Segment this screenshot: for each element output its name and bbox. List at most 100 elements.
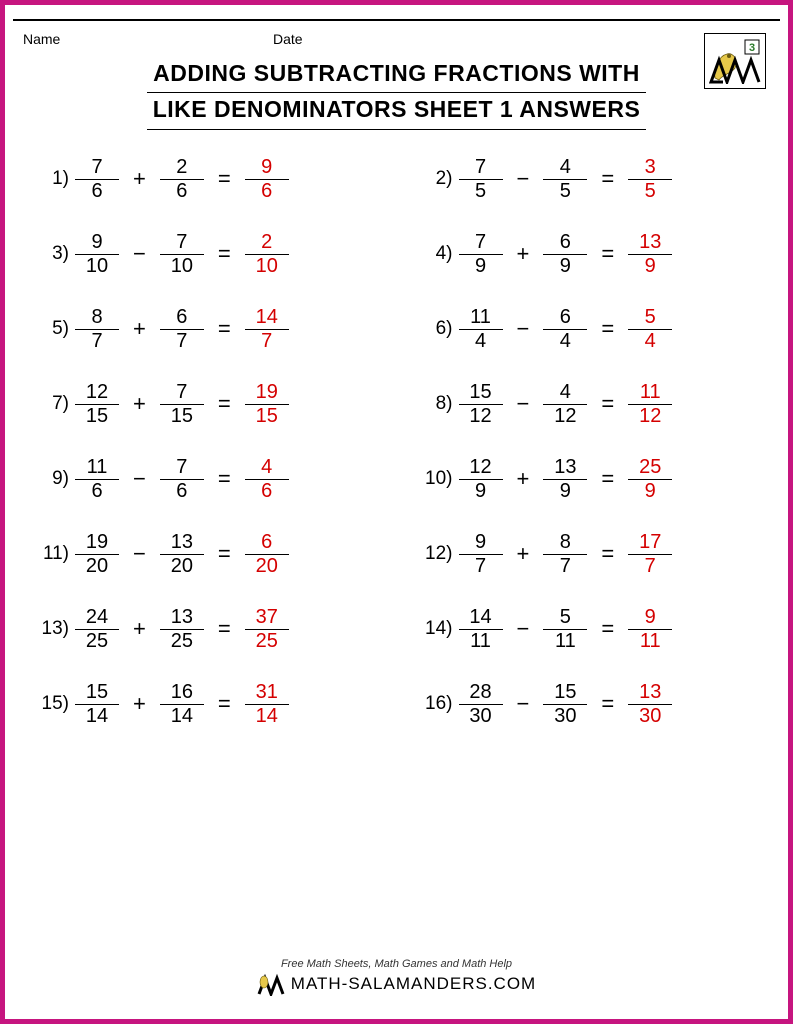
answer-numerator: 37 [250,606,284,629]
operand-a-denominator: 15 [80,405,114,428]
operand-b-denominator: 6 [170,180,193,203]
answer-denominator: 11 [634,630,667,653]
operand-a-fraction: 87 [75,306,119,353]
problem-number: 15) [33,693,75,715]
answer-denominator: 15 [250,405,284,428]
answer-numerator: 6 [255,531,278,554]
problem: 15)1514+1614=3114 [33,681,377,728]
worksheet-frame: Name Date 3 ADDING SUBTRACTING FRACTIONS… [0,0,793,1024]
answer-denominator: 10 [250,255,284,278]
operand-b-denominator: 10 [165,255,199,278]
answer-numerator: 9 [255,156,278,179]
problems-grid: 1)76+26=962)75−45=353)910−710=2104)79+69… [13,148,780,728]
answer-fraction: 35 [628,156,672,203]
problem-row: 5)87+67=1476)114−64=54 [33,306,760,353]
operand-a-numerator: 11 [81,456,114,479]
operand-b-fraction: 87 [543,531,587,578]
grade-badge: 3 [704,33,766,89]
answer-fraction: 3114 [245,681,289,728]
problem-number: 12) [417,543,459,565]
operand-b-fraction: 69 [543,231,587,278]
operand-b-denominator: 4 [554,330,577,353]
equals-sign: = [204,541,245,567]
equals-sign: = [587,316,628,342]
operand-a-fraction: 1411 [459,606,503,653]
operand-b-denominator: 14 [165,705,199,728]
date-label: Date [273,31,770,47]
operand-a-denominator: 9 [469,480,492,503]
operand-b-denominator: 12 [548,405,582,428]
equals-sign: = [204,241,245,267]
answer-fraction: 620 [245,531,289,578]
operand-b-numerator: 8 [554,531,577,554]
answer-denominator: 6 [255,480,278,503]
answer-fraction: 177 [628,531,672,578]
operand-b-fraction: 715 [160,381,204,428]
footer-logo: MATH-SALAMANDERS.COM [257,972,536,996]
answer-denominator: 25 [250,630,284,653]
answer-fraction: 210 [245,231,289,278]
operand-b-denominator: 7 [554,555,577,578]
operand-a-denominator: 7 [469,555,492,578]
operand-b-denominator: 9 [554,480,577,503]
operator: − [503,166,544,192]
problem: 2)75−45=35 [417,156,761,203]
operand-a-denominator: 7 [85,330,108,353]
problem: 14)1411−511=911 [417,606,761,653]
operand-a-numerator: 12 [463,456,497,479]
answer-numerator: 4 [255,456,278,479]
operand-a-denominator: 20 [80,555,114,578]
operator: + [503,541,544,567]
operator: + [119,616,160,642]
operator: − [503,391,544,417]
answer-numerator: 11 [634,381,667,404]
operand-a-fraction: 129 [459,456,503,503]
equals-sign: = [587,541,628,567]
top-rule [13,19,780,21]
operand-b-denominator: 30 [548,705,582,728]
problem-row: 11)1920−1320=62012)97+87=177 [33,531,760,578]
equals-sign: = [587,616,628,642]
answer-denominator: 20 [250,555,284,578]
operator: − [503,691,544,717]
operand-a-denominator: 9 [469,255,492,278]
operand-b-fraction: 1530 [543,681,587,728]
equals-sign: = [587,391,628,417]
problem: 13)2425+1325=3725 [33,606,377,653]
equals-sign: = [204,691,245,717]
operand-a-fraction: 97 [459,531,503,578]
problem-number: 9) [33,468,75,490]
operand-b-denominator: 20 [165,555,199,578]
operand-a-numerator: 15 [463,381,497,404]
operand-b-numerator: 5 [554,606,577,629]
operand-a-denominator: 5 [469,180,492,203]
operand-b-fraction: 76 [160,456,204,503]
answer-numerator: 5 [639,306,662,329]
operand-b-numerator: 7 [170,381,193,404]
answer-denominator: 7 [639,555,662,578]
problem-number: 13) [33,618,75,640]
problem: 11)1920−1320=620 [33,531,377,578]
problem: 10)129+139=259 [417,456,761,503]
answer-numerator: 3 [639,156,662,179]
equals-sign: = [204,166,245,192]
equals-sign: = [587,241,628,267]
operand-a-fraction: 76 [75,156,119,203]
operand-b-denominator: 25 [165,630,199,653]
title-line-2: LIKE DENOMINATORS SHEET 1 ANSWERS [147,93,647,129]
answer-denominator: 30 [633,705,667,728]
operand-b-numerator: 15 [548,681,582,704]
answer-fraction: 1330 [628,681,672,728]
operand-a-fraction: 2425 [75,606,119,653]
operand-b-numerator: 6 [170,306,193,329]
operand-a-numerator: 28 [463,681,497,704]
answer-denominator: 9 [639,255,662,278]
operand-a-numerator: 9 [85,231,108,254]
operand-b-fraction: 511 [543,606,587,653]
answer-numerator: 19 [250,381,284,404]
operand-b-numerator: 7 [170,456,193,479]
salamander-icon: 3 [709,38,761,84]
answer-fraction: 911 [628,606,672,653]
answer-fraction: 3725 [245,606,289,653]
problem-number: 8) [417,393,459,415]
